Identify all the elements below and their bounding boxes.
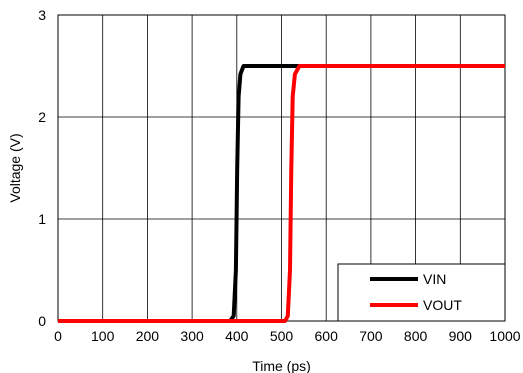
series-layer: [58, 64, 505, 323]
y-tick-label: 0: [38, 313, 46, 329]
y-tick-label: 1: [38, 211, 46, 227]
x-tick-label: 200: [136, 328, 160, 344]
series-line-vout: [58, 64, 505, 323]
x-tick-label: 600: [315, 328, 339, 344]
x-tick-label: 1000: [489, 328, 520, 344]
legend-vin-label: VIN: [423, 271, 446, 287]
x-tick-label: 800: [404, 328, 428, 344]
y-axis-label: Voltage (V): [7, 133, 23, 202]
x-axis-label: Time (ps): [252, 358, 311, 373]
legend-vout-label: VOUT: [423, 297, 462, 313]
y-tick-label: 2: [38, 109, 46, 125]
y-tick-label: 3: [38, 7, 46, 23]
x-tick-label: 900: [449, 328, 473, 344]
x-tick-label: 700: [359, 328, 383, 344]
tick-labels: 0 100 200 300 400 500 600 700 800 900 1000 0 1 2 3: [38, 7, 521, 344]
legend-box: [337, 263, 506, 322]
legend: VIN VOUT: [337, 263, 506, 322]
x-tick-label: 500: [270, 328, 294, 344]
x-tick-label: 100: [91, 328, 115, 344]
x-tick-label: 300: [180, 328, 204, 344]
x-tick-label: 0: [54, 328, 62, 344]
x-tick-label: 400: [225, 328, 249, 344]
